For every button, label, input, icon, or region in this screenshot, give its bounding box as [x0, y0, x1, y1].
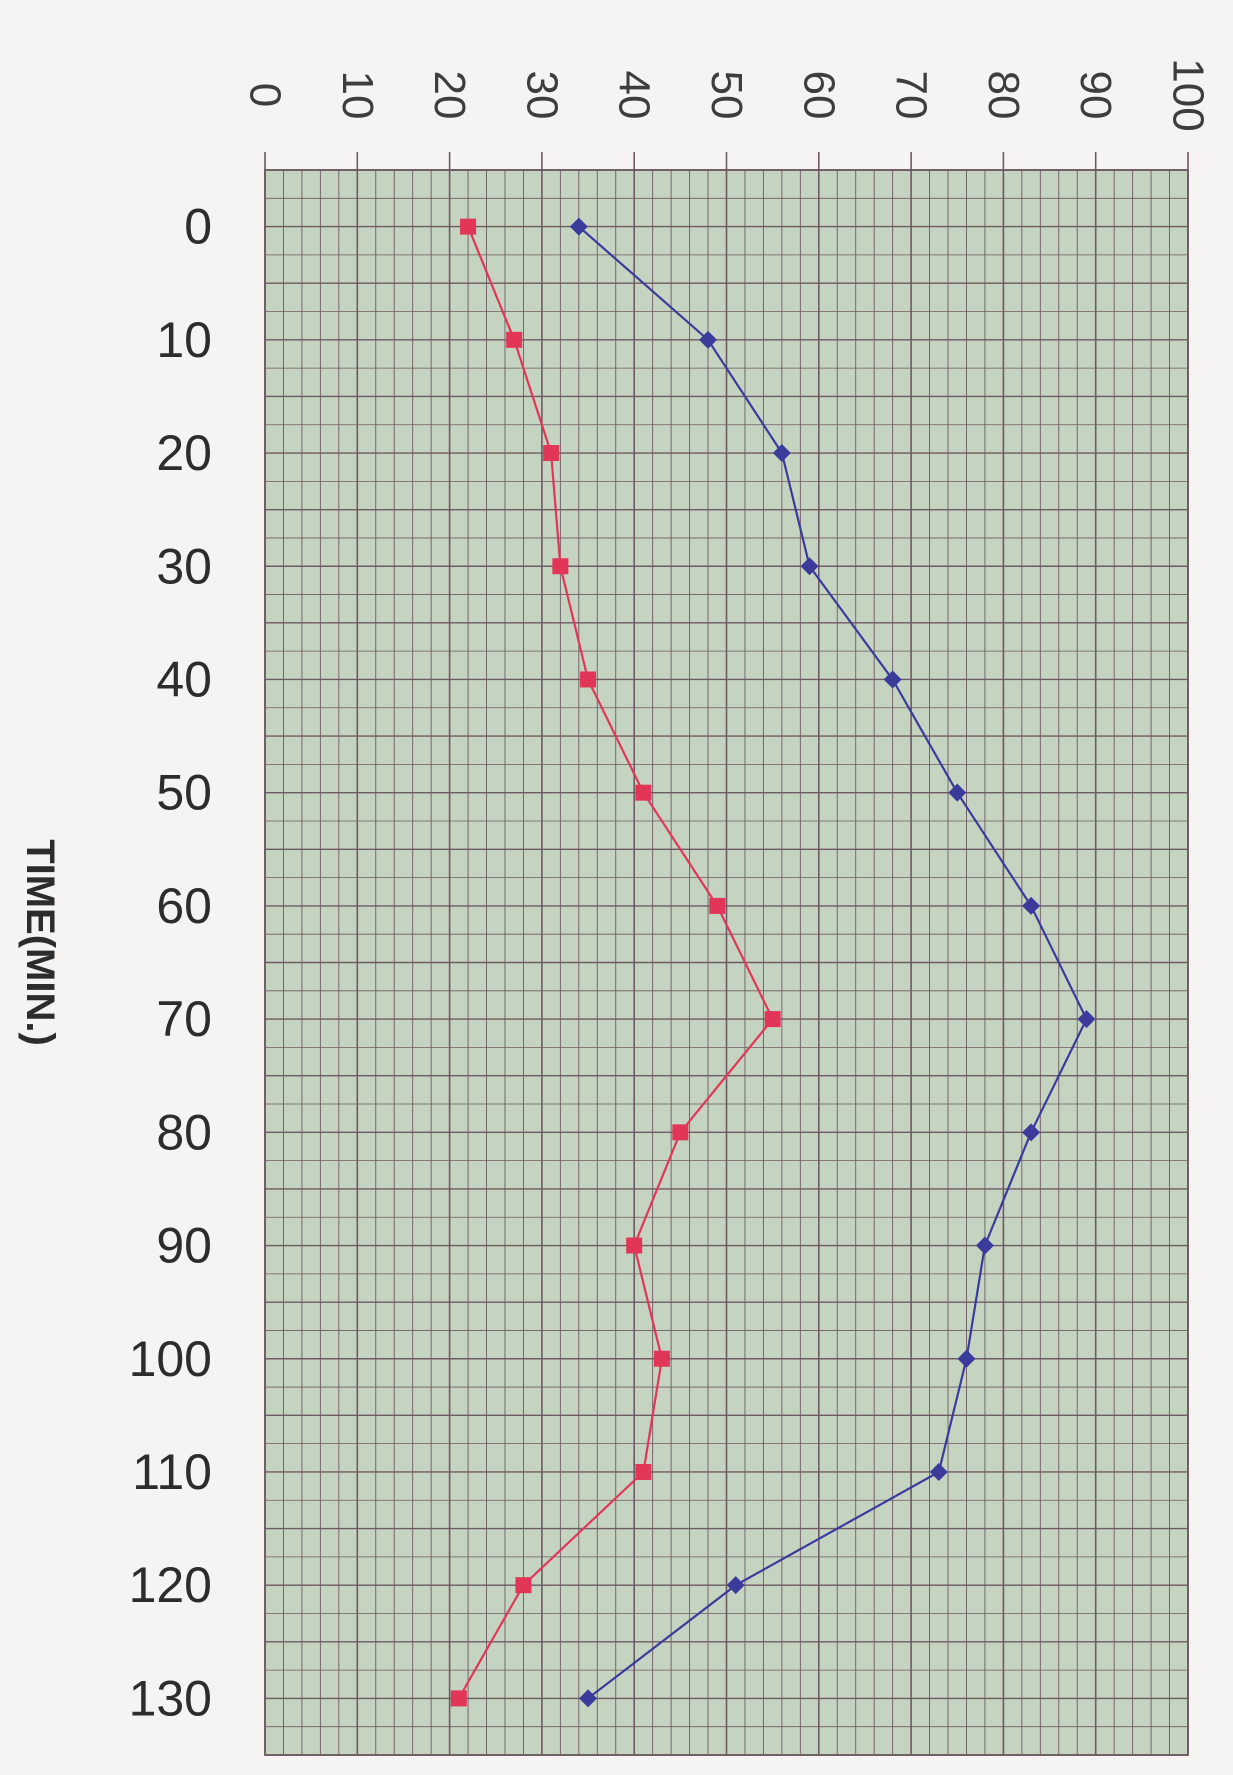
series-1 — [569, 217, 1096, 1708]
value-tick-label: 80 — [979, 71, 1028, 120]
data-point — [460, 218, 477, 235]
data-point — [772, 444, 791, 463]
data-point — [948, 783, 967, 802]
data-point — [450, 1690, 467, 1707]
data-point — [543, 445, 560, 462]
data-point — [635, 784, 652, 801]
time-tick-label: 0 — [184, 199, 212, 255]
data-point — [626, 1237, 643, 1254]
data-point — [580, 671, 597, 688]
time-tick-label: 50 — [156, 765, 212, 821]
data-point — [1077, 1010, 1096, 1029]
value-tick-label: 60 — [794, 71, 843, 120]
value-tick-label: 70 — [887, 71, 936, 120]
time-axis-title: TIME(MIN.) — [18, 839, 62, 1046]
value-tick-label: 30 — [517, 71, 566, 120]
grid — [264, 169, 1189, 1756]
data-point — [764, 1011, 781, 1028]
time-tick-label: 10 — [156, 312, 212, 368]
data-point — [579, 1689, 598, 1708]
data-point — [1022, 1123, 1041, 1142]
data-point — [709, 897, 726, 914]
data-point — [552, 558, 569, 575]
time-tick-label: 120 — [129, 1557, 212, 1613]
data-point — [515, 1577, 532, 1594]
data-point — [1022, 896, 1041, 915]
time-tick-label: 110 — [132, 1444, 212, 1500]
data-point — [635, 1463, 652, 1480]
time-tick-label: 70 — [156, 991, 212, 1047]
series-2 — [450, 218, 781, 1707]
series-line — [457, 226, 774, 1699]
value-axis: 0 10 20 30 40 50 60 70 80 90 100 — [241, 58, 1213, 170]
data-point — [929, 1462, 948, 1481]
data-point — [800, 557, 819, 576]
data-point — [699, 330, 718, 349]
time-tick-label: 130 — [129, 1670, 212, 1726]
time-tick-label: 80 — [156, 1104, 212, 1160]
data-point — [726, 1576, 745, 1595]
time-tick-label: 90 — [156, 1218, 212, 1274]
series-line — [578, 225, 1088, 1700]
time-tick-label: 60 — [156, 878, 212, 934]
time-axis: 0 10 20 30 40 50 60 70 80 90 100 110 120 130 — [129, 199, 212, 1727]
time-tick-label: 40 — [156, 651, 212, 707]
value-tick-label: 50 — [702, 71, 751, 120]
data-point — [672, 1124, 689, 1141]
value-tick-label: 40 — [610, 71, 659, 120]
data-point — [957, 1349, 976, 1368]
value-tick-label: 0 — [241, 83, 290, 107]
data-point — [653, 1350, 670, 1367]
data-point — [506, 331, 523, 348]
value-tick-label: 10 — [333, 71, 382, 120]
time-tick-label: 30 — [156, 538, 212, 594]
time-tick-label: 20 — [156, 425, 212, 481]
data-point — [883, 670, 902, 689]
value-tick-label: 20 — [425, 71, 474, 120]
data-point — [975, 1236, 994, 1255]
time-tick-label: 100 — [129, 1331, 212, 1387]
value-tick-label: 100 — [1164, 58, 1213, 131]
value-tick-label: 90 — [1071, 71, 1120, 120]
data-point — [569, 217, 588, 236]
